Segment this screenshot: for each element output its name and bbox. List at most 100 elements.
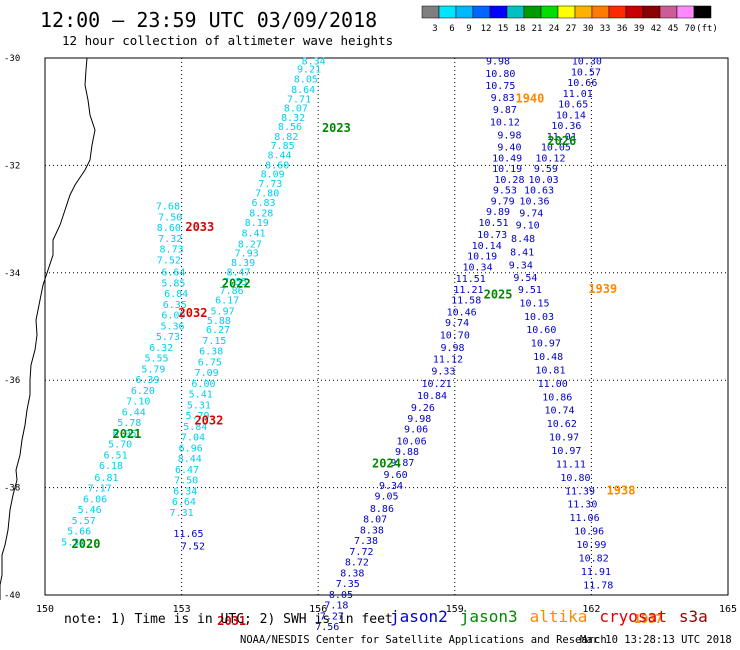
wave-height-label: 7.93 (235, 248, 259, 259)
lon-tick-label: 165 (719, 604, 737, 615)
wave-height-label: 10.62 (547, 419, 577, 430)
wave-height-label: 7.80 (255, 188, 279, 199)
wave-height-label: 6.96 (179, 443, 203, 454)
wave-height-label: 10.86 (542, 392, 572, 403)
wave-height-label: 7.17 (88, 484, 112, 495)
wave-height-label: 11.06 (570, 513, 600, 524)
wave-height-label: 5.84 (183, 422, 207, 433)
pass-time-label: 2033 (185, 220, 214, 234)
wave-height-label: 8.07 (363, 515, 387, 526)
wave-height-label: 8.05 (329, 590, 353, 601)
wave-height-label: 7.38 (354, 536, 378, 547)
wave-height-label: 7.52 (181, 542, 205, 553)
wave-height-label: 8.09 (261, 169, 285, 180)
wave-height-label: 6.38 (199, 347, 223, 358)
wave-height-label: 10.03 (524, 312, 554, 323)
wave-height-label: 7.50 (174, 476, 198, 487)
wave-height-label: 10.75 (485, 81, 515, 92)
wave-height-label: 9.34 (379, 481, 403, 492)
wave-height-label: 8.82 (274, 132, 298, 143)
wave-height-label: 6.81 (94, 473, 118, 484)
wave-height-label: 5.79 (141, 364, 165, 375)
wave-height-label: 11.58 (451, 296, 481, 307)
wave-height-label: 8.27 (238, 239, 262, 250)
lon-tick-label: 153 (173, 604, 191, 615)
wave-height-label: 9.74 (519, 209, 543, 220)
wave-height-label: 7.35 (336, 579, 360, 590)
wave-height-label: 7.86 (220, 286, 244, 297)
wave-height-label: 10.81 (535, 365, 565, 376)
wave-height-label: 8.56 (278, 122, 302, 133)
wave-height-label: 5.88 (207, 316, 231, 327)
wave-height-label: 9.98 (497, 130, 521, 141)
satellite-tracks: 8.349.218.058.647.718.078.328.568.827.85… (61, 57, 613, 633)
wave-height-label: 8.60 (157, 223, 181, 234)
wave-height-label: 9.98 (486, 57, 510, 68)
wave-height-label: 11.21 (453, 285, 483, 296)
color-scale-bar: 3 6 9 12 15 18 21 24 27 30 33 36 39 42 45 70 (ft) (421, 5, 718, 34)
color-scale-label: 36 (617, 24, 628, 34)
wave-height-label: 11.01 (563, 89, 593, 100)
wave-height-label: 11.01 (547, 132, 577, 143)
wave-height-label: 10.28 (494, 175, 524, 186)
wave-height-label: 7.31 (170, 508, 194, 519)
coastline (0, 57, 96, 600)
legend-item-jason2: jason2 (390, 607, 448, 626)
lat-tick-label: -34 (4, 269, 20, 279)
map-frame (44, 57, 729, 596)
color-scale-label: 45 (668, 24, 679, 34)
pass-time-label: 1937 (634, 612, 663, 626)
pass-time-label: 2020 (72, 537, 101, 551)
wave-height-label: 10.36 (519, 196, 549, 207)
pass-time-label: 2023 (322, 121, 351, 135)
wave-height-label: 7.10 (126, 397, 150, 408)
wave-height-label: 6.35 (163, 300, 187, 311)
wave-height-label: 7.71 (287, 94, 311, 105)
wave-height-label: 8.86 (370, 504, 394, 515)
wave-height-label: 8.41 (241, 229, 265, 240)
wave-height-label: 9.34 (509, 261, 533, 272)
wave-height-label: 6.39 (135, 375, 159, 386)
wave-height-label: 9.87 (390, 458, 414, 469)
satellite-legend: jason2 jason3 altika cryosat s3a (390, 607, 720, 626)
wave-height-label: 7.72 (349, 547, 373, 558)
wave-height-label: 10.51 (478, 218, 508, 229)
wave-height-label: 9.59 (534, 164, 558, 175)
wave-height-label: 10.99 (576, 540, 606, 551)
wave-height-label: 5.70 (108, 440, 132, 451)
wave-height-label: 9.83 (491, 93, 515, 104)
lat-tick-label: -32 (4, 161, 20, 171)
lon-tick-label: 150 (36, 604, 54, 615)
wave-height-label: 11.91 (581, 567, 611, 578)
credit-line: NOAA/NESDIS Center for Satellite Applica… (240, 634, 607, 646)
wave-height-label: 5.73 (156, 332, 180, 343)
wave-height-label: 9.40 (497, 143, 521, 154)
wave-height-label: 11.51 (456, 274, 486, 285)
lon-tick-label: 162 (582, 604, 600, 615)
wave-height-label: 9.05 (374, 492, 398, 503)
pass-time-label: 2026 (547, 134, 576, 148)
pass-time-label: 2021 (113, 427, 142, 441)
legend-item-jason3: jason3 (459, 607, 518, 626)
wave-height-label: 11.65 (173, 529, 203, 540)
wave-height-label: 7.73 (258, 179, 282, 190)
pass-time-label: 1938 (607, 483, 636, 497)
wave-height-label: 5.36 (160, 321, 184, 332)
wave-height-label: 11.30 (567, 500, 597, 511)
color-scale-label: 24 (549, 24, 560, 34)
wave-height-label: 8.38 (360, 525, 384, 536)
wave-height-label: 7.27 (320, 611, 344, 622)
wave-height-label: 6.18 (99, 461, 123, 472)
wave-height-label: 7.68 (156, 202, 180, 213)
wave-height-label: 9.54 (513, 273, 537, 284)
wave-height-label: 7.15 (202, 336, 226, 347)
wave-height-label: 11.78 (583, 580, 613, 591)
wave-height-label: 10.03 (529, 175, 559, 186)
wave-height-label: 10.12 (535, 153, 565, 164)
wave-height-label: 8.48 (511, 234, 535, 245)
wave-height-label: 5.85 (161, 278, 185, 289)
wave-height-label: 5.57 (72, 516, 96, 527)
wave-height-label: 10.14 (472, 241, 502, 252)
wave-height-label: 8.39 (231, 258, 255, 269)
wave-height-label: 10.65 (558, 100, 588, 111)
